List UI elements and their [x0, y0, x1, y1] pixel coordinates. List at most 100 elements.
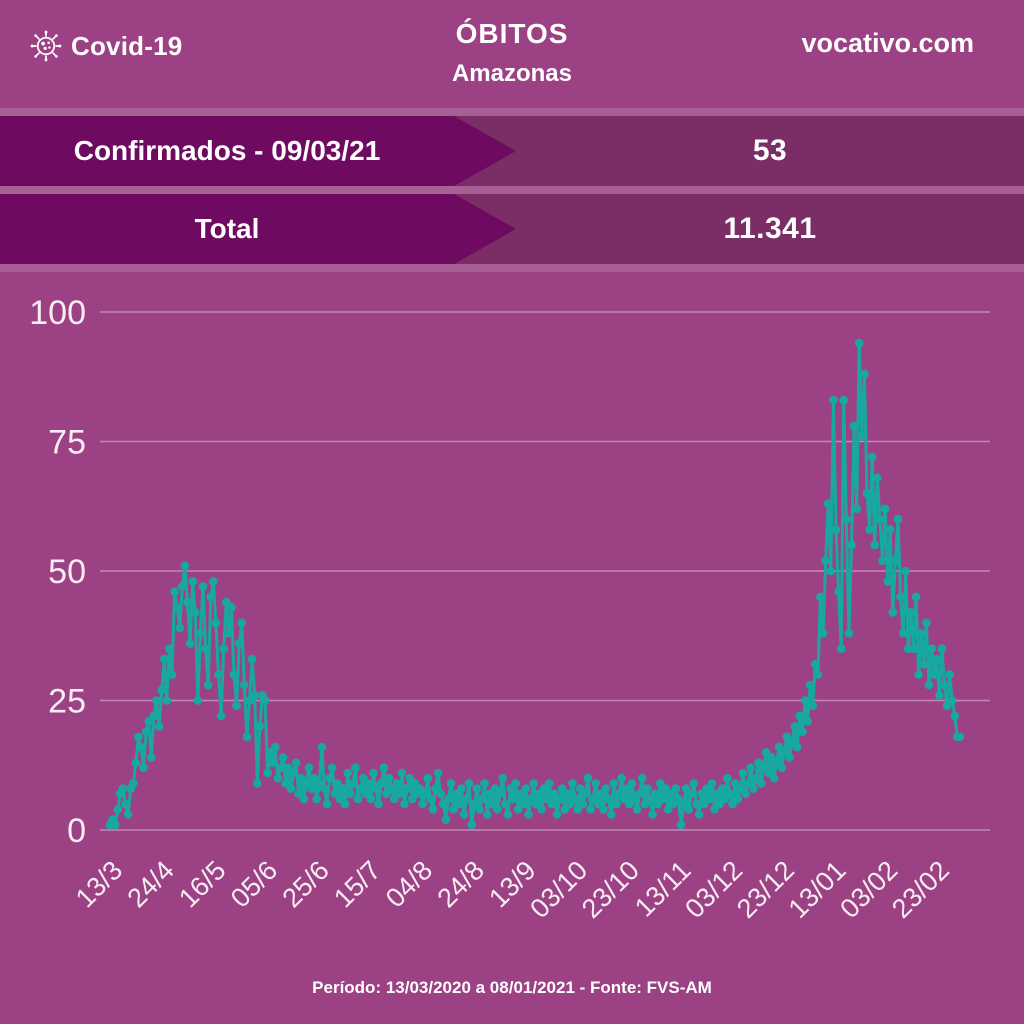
data-point [242, 732, 252, 742]
data-point [508, 794, 518, 804]
data-point [152, 696, 161, 705]
data-point [707, 779, 717, 788]
data-point [883, 577, 892, 586]
data-point [299, 794, 309, 804]
data-point [937, 644, 947, 653]
data-point [147, 753, 156, 762]
data-point [418, 799, 427, 809]
data-point [477, 794, 487, 804]
data-point [599, 805, 608, 814]
data-point [134, 732, 143, 742]
data-point [426, 794, 435, 804]
data-point [653, 799, 662, 809]
data-point [402, 784, 412, 793]
data-point [513, 805, 523, 814]
data-point [129, 779, 138, 788]
y-tick-label-75: 75 [48, 424, 86, 462]
data-point [847, 540, 856, 550]
x-tick-label-03/02: 03/02 [834, 855, 903, 924]
data-point [493, 805, 502, 814]
data-point [470, 799, 479, 809]
data-point [552, 810, 562, 819]
data-point [916, 628, 926, 638]
x-tick-label-15/7: 15/7 [328, 855, 386, 913]
data-point [622, 784, 631, 793]
data-point [674, 794, 683, 804]
data-point [131, 758, 141, 767]
data-point [813, 670, 823, 679]
x-tick-label-13/11: 13/11 [629, 855, 697, 923]
data-point [335, 794, 345, 804]
deaths-line-chart: 0 25 50 75 100 13/324/416/505/625/615/704/824… [29, 294, 990, 924]
data-point [480, 779, 489, 788]
data-point [532, 799, 541, 809]
data-point [632, 805, 642, 814]
data-point [836, 644, 846, 653]
data-point [462, 794, 471, 804]
data-point [400, 799, 409, 809]
data-point [780, 748, 789, 757]
data-point [893, 514, 903, 524]
data-point [870, 540, 879, 550]
data-point [932, 654, 941, 664]
data-point [759, 763, 768, 773]
data-point [371, 784, 381, 793]
data-point [947, 696, 957, 705]
data-point [165, 644, 174, 653]
data-point [725, 789, 735, 798]
data-point [379, 763, 389, 773]
data-point [568, 779, 577, 788]
data-point [255, 722, 265, 731]
data-point [232, 701, 241, 710]
data-point [617, 773, 626, 783]
data-point [705, 794, 714, 804]
data-point [542, 794, 551, 804]
data-point [808, 701, 817, 710]
data-point [648, 810, 657, 819]
data-point [405, 773, 415, 783]
data-point [191, 608, 200, 617]
total-value: 11.341 [723, 212, 817, 245]
data-point [924, 680, 934, 690]
x-tick-label-13/3: 13/3 [70, 855, 128, 913]
data-point [911, 592, 921, 602]
footer: Período: 13/03/2020 a 08/01/2021 - Fonte… [0, 978, 1024, 998]
data-point [885, 525, 895, 534]
confirmed-label-arrow: Confirmados - 09/03/21 [0, 116, 516, 186]
data-point [637, 773, 647, 783]
data-point [219, 644, 228, 653]
data-point [777, 763, 786, 773]
data-point [929, 670, 939, 679]
stat-banners: 53 Confirmados - 09/03/21 11.341 Total [0, 108, 1024, 272]
data-point [862, 489, 872, 498]
data-point [369, 768, 378, 778]
data-point [730, 779, 740, 788]
data-point [604, 794, 613, 804]
data-point [366, 794, 376, 804]
data-point [668, 799, 678, 809]
data-point [139, 763, 148, 773]
x-tick-label-03/12: 03/12 [679, 855, 748, 924]
data-point [322, 799, 332, 809]
data-point [198, 582, 208, 591]
data-point [643, 784, 652, 793]
data-point [935, 691, 944, 700]
data-point [178, 582, 187, 591]
data-point [467, 820, 477, 830]
brand: Covid-19 [30, 30, 182, 62]
data-point [818, 628, 828, 638]
total-label: Total [194, 213, 260, 244]
data-point [123, 810, 133, 819]
page-subtitle: Amazonas [451, 60, 573, 87]
data-point [252, 779, 262, 788]
data-point [823, 499, 833, 508]
data-point [420, 789, 430, 798]
data-point [927, 644, 936, 653]
data-point [821, 556, 830, 565]
data-point [170, 587, 179, 596]
data-point [857, 432, 867, 441]
x-tick-label-24/8: 24/8 [432, 855, 490, 913]
data-point [273, 773, 283, 783]
data-point [428, 805, 438, 814]
data-point [878, 556, 887, 565]
